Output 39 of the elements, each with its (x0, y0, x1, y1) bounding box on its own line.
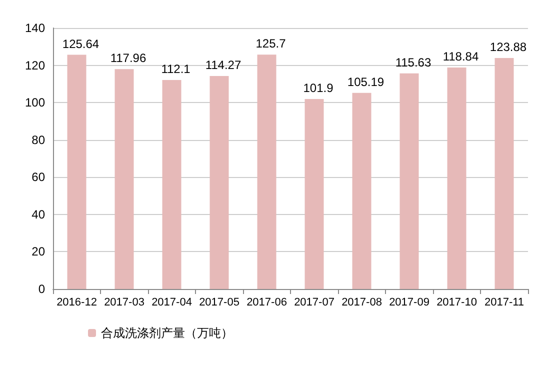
data-label: 123.88 (490, 40, 527, 54)
y-tick-label: 40 (32, 207, 46, 222)
data-label: 125.7 (256, 36, 286, 51)
y-tick-label: 0 (38, 282, 46, 296)
y-tick-label: 20 (32, 244, 46, 259)
data-label: 114.27 (205, 58, 242, 72)
y-tick-label: 60 (32, 170, 46, 184)
bar (257, 54, 276, 289)
x-tick-label: 2017-11 (484, 296, 524, 308)
bar (494, 58, 514, 289)
x-tick-label: 2017-10 (436, 296, 477, 308)
legend-label: 合成洗涤剂产量（万吨） (101, 326, 233, 340)
x-tick-label: 2016-12 (56, 296, 97, 308)
bar (67, 54, 86, 289)
data-label: 125.64 (62, 36, 100, 51)
data-label: 118.84 (442, 49, 479, 64)
data-label: 105.19 (347, 74, 384, 89)
x-tick-label: 2017-03 (104, 296, 144, 308)
x-tick-label: 2017-04 (152, 296, 192, 308)
data-label: 115.63 (395, 55, 432, 70)
bar (210, 76, 229, 289)
x-tick-label: 2017-06 (246, 296, 287, 308)
data-label: 101.9 (303, 81, 334, 96)
data-label: 112.1 (161, 62, 191, 76)
bar (304, 99, 324, 289)
x-tick-label: 2017-07 (294, 296, 334, 308)
y-tick-label: 80 (32, 132, 46, 147)
bar (162, 80, 182, 289)
y-tick-label: 120 (24, 58, 46, 72)
data-label: 117.96 (110, 51, 146, 66)
x-tick-label: 2017-08 (342, 296, 382, 308)
x-tick-label: 2017-09 (389, 296, 430, 308)
bar (114, 69, 134, 289)
bar (352, 92, 372, 289)
bar (400, 73, 419, 289)
x-tick-label: 2017-05 (199, 296, 240, 308)
y-tick-label: 140 (24, 21, 46, 35)
bar (447, 67, 466, 289)
y-tick-label: 100 (24, 96, 46, 110)
